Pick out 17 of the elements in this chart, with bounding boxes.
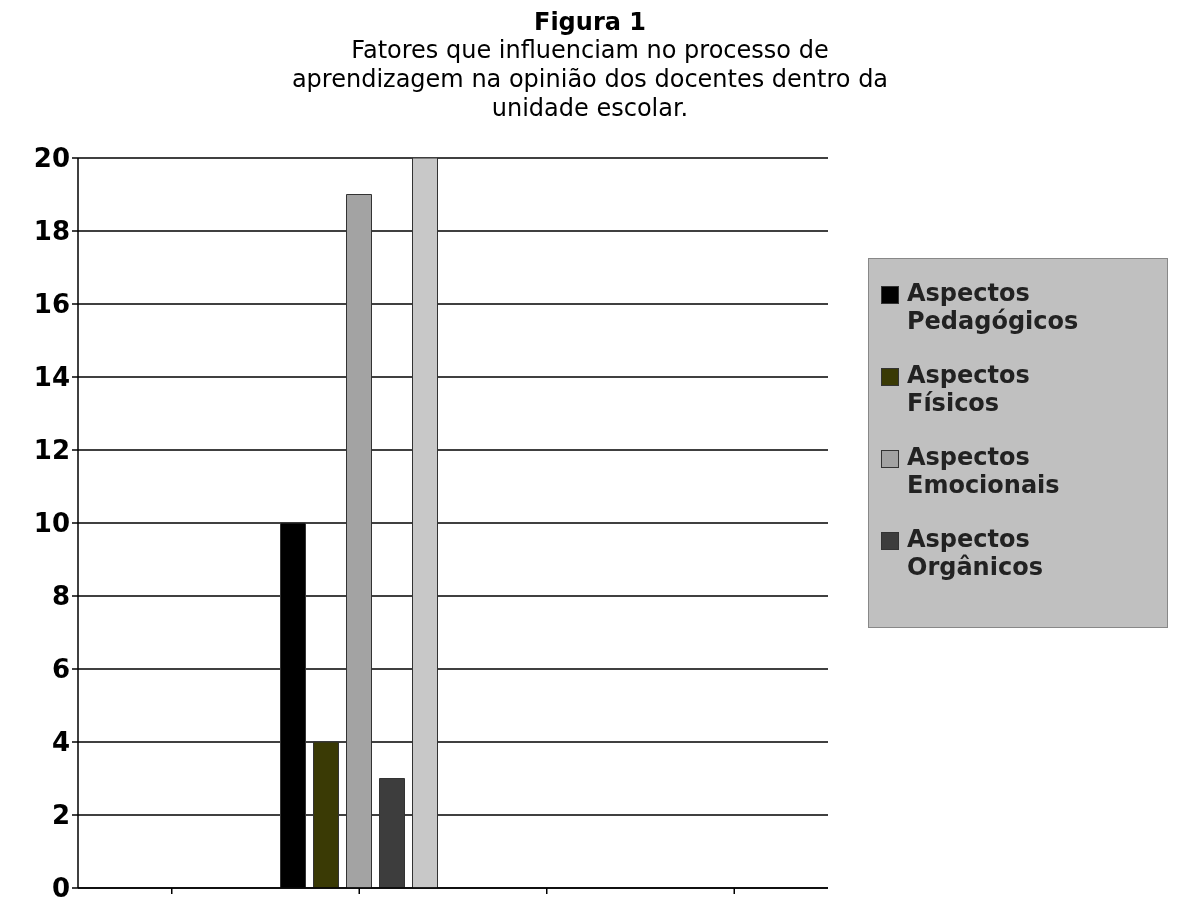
y-tick-label: 0	[51, 873, 70, 904]
y-tick-label: 16	[33, 289, 70, 320]
legend-label: Aspectos Orgânicos	[907, 525, 1044, 581]
legend-label: Aspectos Emocionais	[907, 443, 1061, 499]
y-tick-label: 18	[33, 216, 70, 247]
y-tick-label: 4	[51, 727, 70, 758]
legend-label: Aspectos Físicos	[907, 361, 1031, 417]
y-tick-label: 6	[51, 654, 70, 685]
y-tick-label: 20	[33, 143, 70, 174]
chart-title: Figura 1	[533, 8, 647, 36]
chart-subtitle: Fatores que influenciam no processo de aprendizagem na opinião dos docentes dentro da unidade escolar.	[290, 36, 890, 123]
y-tick-label: 10	[33, 508, 70, 539]
y-tick-label: 12	[33, 435, 70, 466]
y-tick-label: 8	[51, 581, 70, 612]
y-tick-label: 2	[51, 800, 70, 831]
legend-label: Aspectos Pedagógicos	[907, 279, 1080, 335]
y-tick-label: 14	[33, 362, 70, 393]
